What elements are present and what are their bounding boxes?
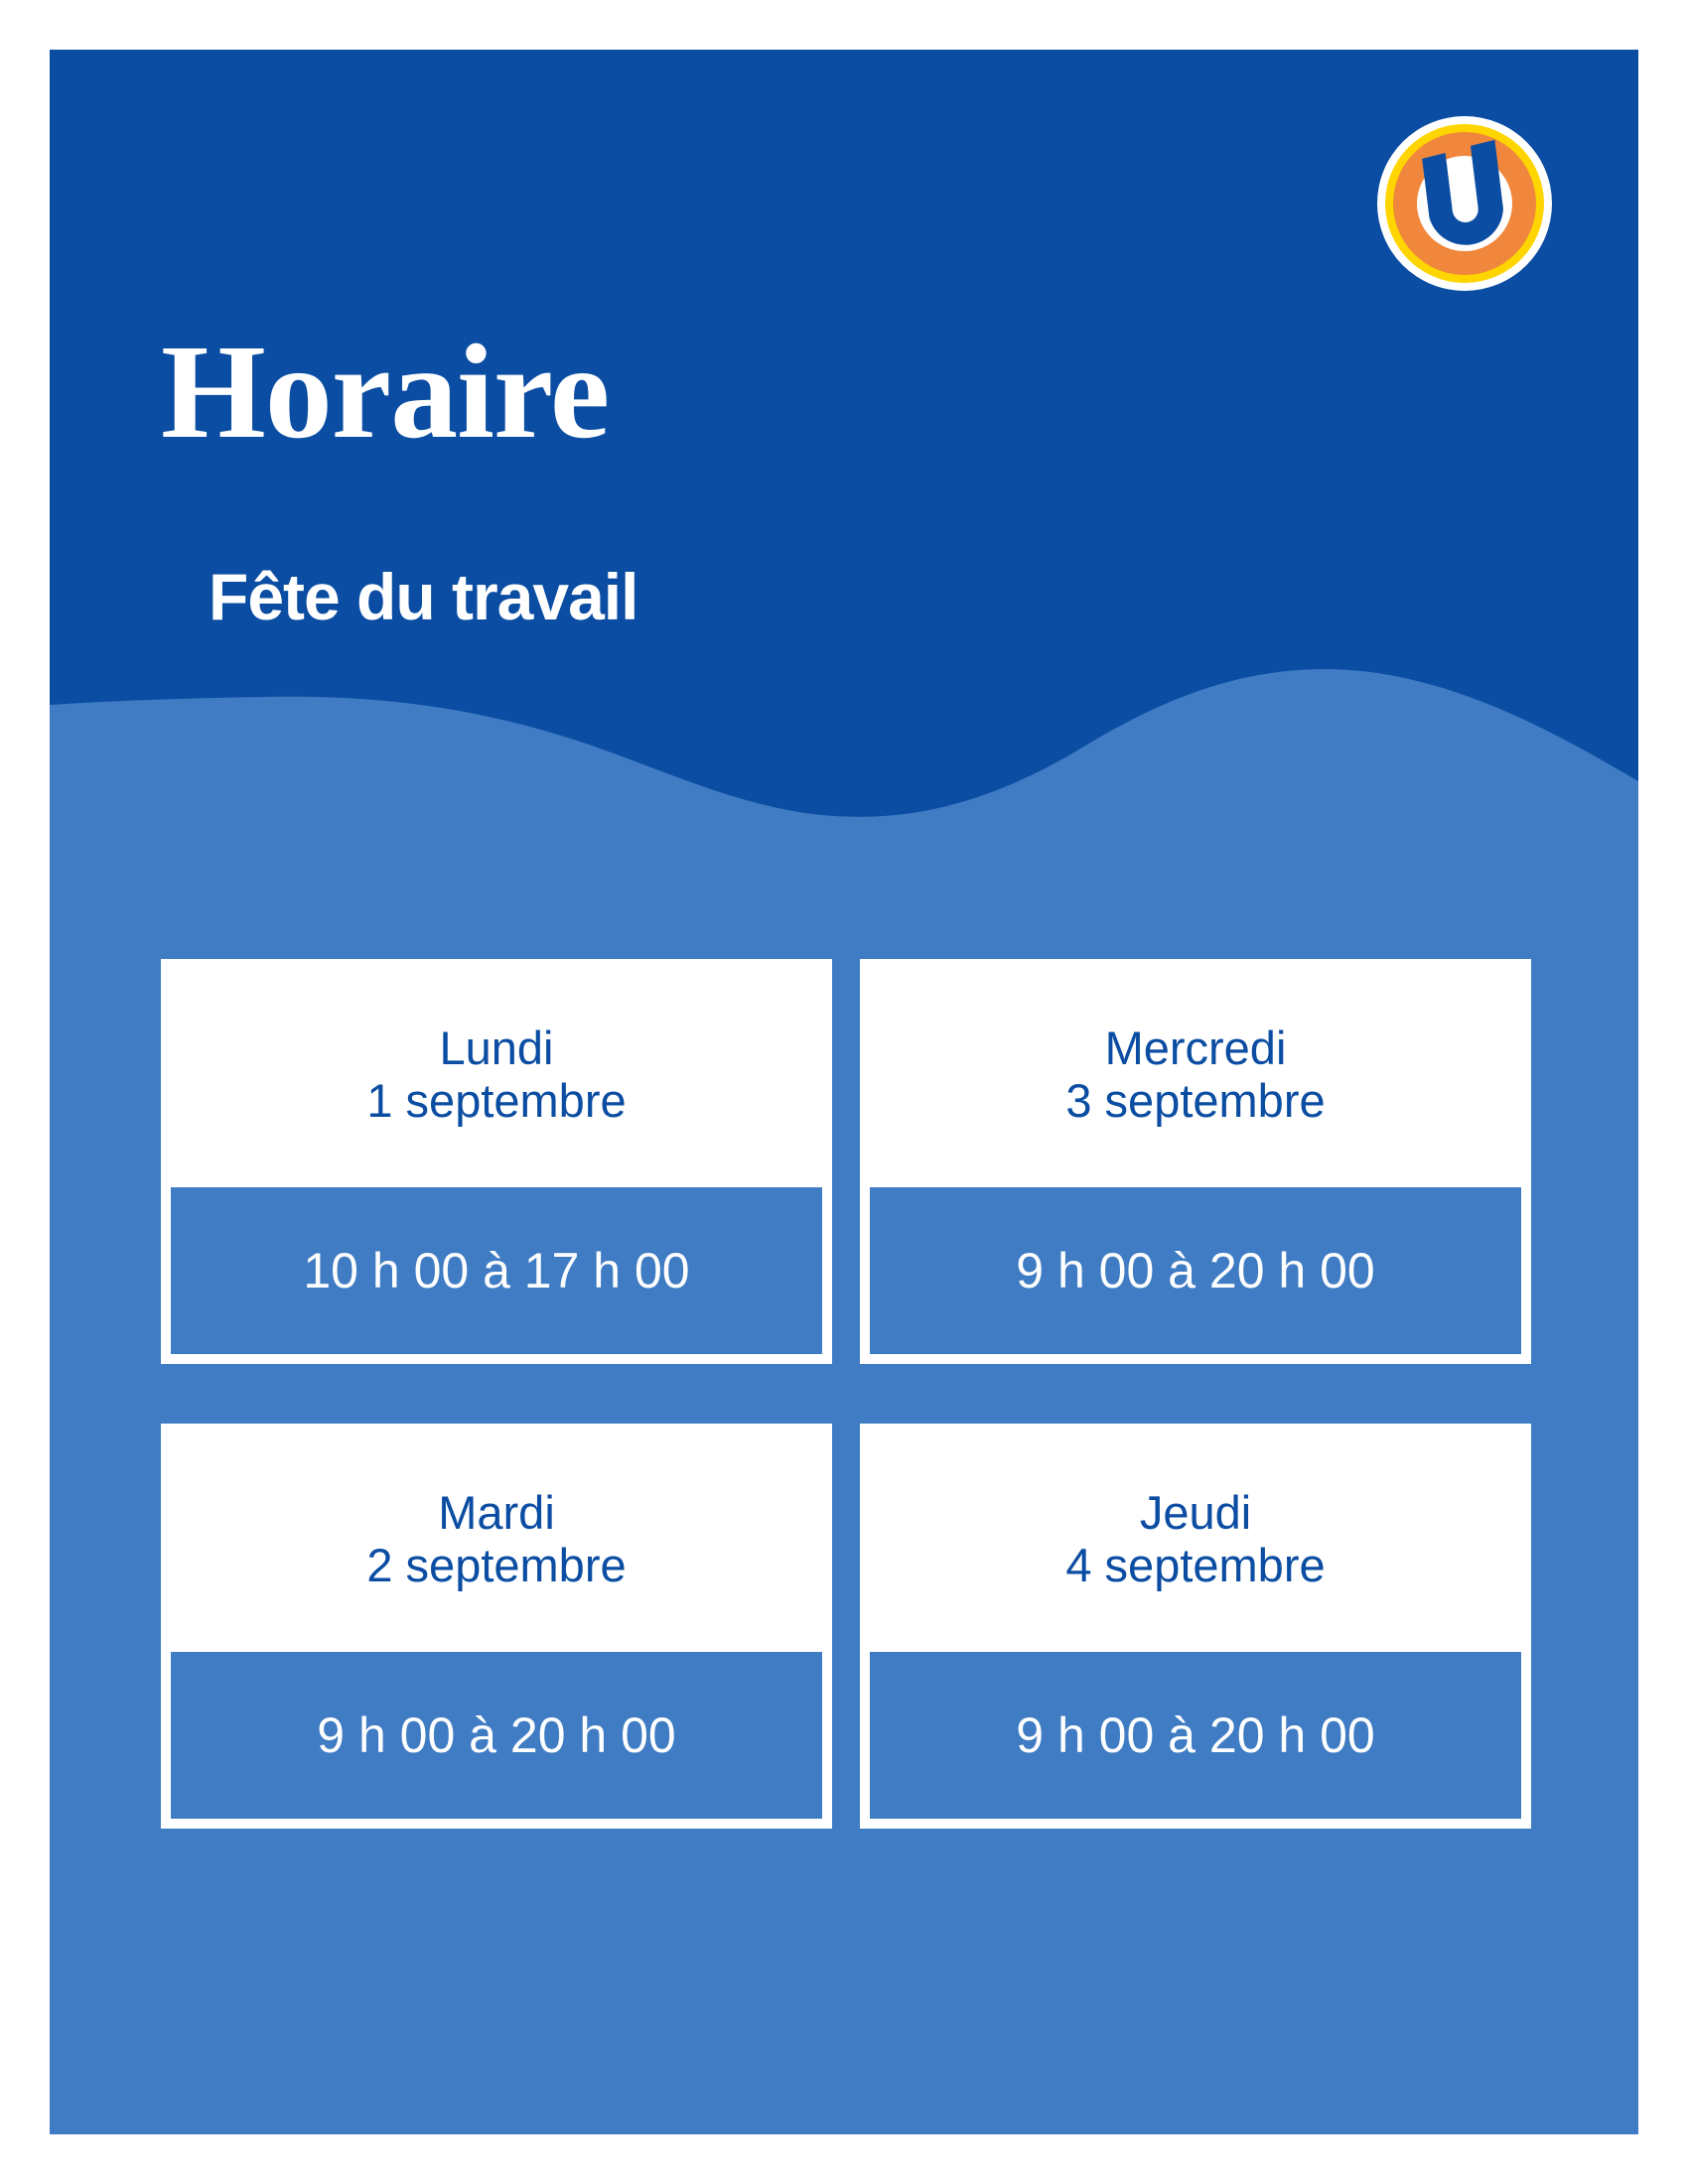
page-title: Horaire <box>161 318 610 467</box>
uniprix-u-logo-icon <box>1377 116 1552 291</box>
day-hours: 9 h 00 à 20 h 00 <box>870 1652 1521 1819</box>
day-date: 2 septembre <box>366 1539 627 1591</box>
day-card-header: Mercredi 3 septembre <box>870 969 1521 1187</box>
day-card-mercredi: Mercredi 3 septembre 9 h 00 à 20 h 00 <box>860 959 1531 1364</box>
day-card-jeudi: Jeudi 4 septembre 9 h 00 à 20 h 00 <box>860 1424 1531 1829</box>
day-card-header: Jeudi 4 septembre <box>870 1433 1521 1652</box>
day-date: 3 septembre <box>1065 1074 1326 1127</box>
day-name: Lundi <box>439 1022 554 1075</box>
day-name: Jeudi <box>1139 1486 1252 1540</box>
schedule-poster: Horaire Fête du travail Lundi 1 septembr… <box>50 50 1638 2134</box>
day-card-mardi: Mardi 2 septembre 9 h 00 à 20 h 00 <box>161 1424 832 1829</box>
page-subtitle: Fête du travail <box>209 560 638 633</box>
day-date: 4 septembre <box>1065 1539 1326 1591</box>
day-card-header: Mardi 2 septembre <box>171 1433 822 1652</box>
day-hours: 10 h 00 à 17 h 00 <box>171 1187 822 1354</box>
day-hours: 9 h 00 à 20 h 00 <box>171 1652 822 1819</box>
day-name: Mercredi <box>1104 1022 1287 1075</box>
header-wave-background <box>50 50 1638 817</box>
schedule-grid: Lundi 1 septembre 10 h 00 à 17 h 00 Merc… <box>161 959 1531 1829</box>
day-name: Mardi <box>438 1486 555 1540</box>
day-card-lundi: Lundi 1 septembre 10 h 00 à 17 h 00 <box>161 959 832 1364</box>
poster-header: Horaire Fête du travail <box>50 50 1638 745</box>
day-hours: 9 h 00 à 20 h 00 <box>870 1187 1521 1354</box>
day-card-header: Lundi 1 septembre <box>171 969 822 1187</box>
day-date: 1 septembre <box>366 1074 627 1127</box>
